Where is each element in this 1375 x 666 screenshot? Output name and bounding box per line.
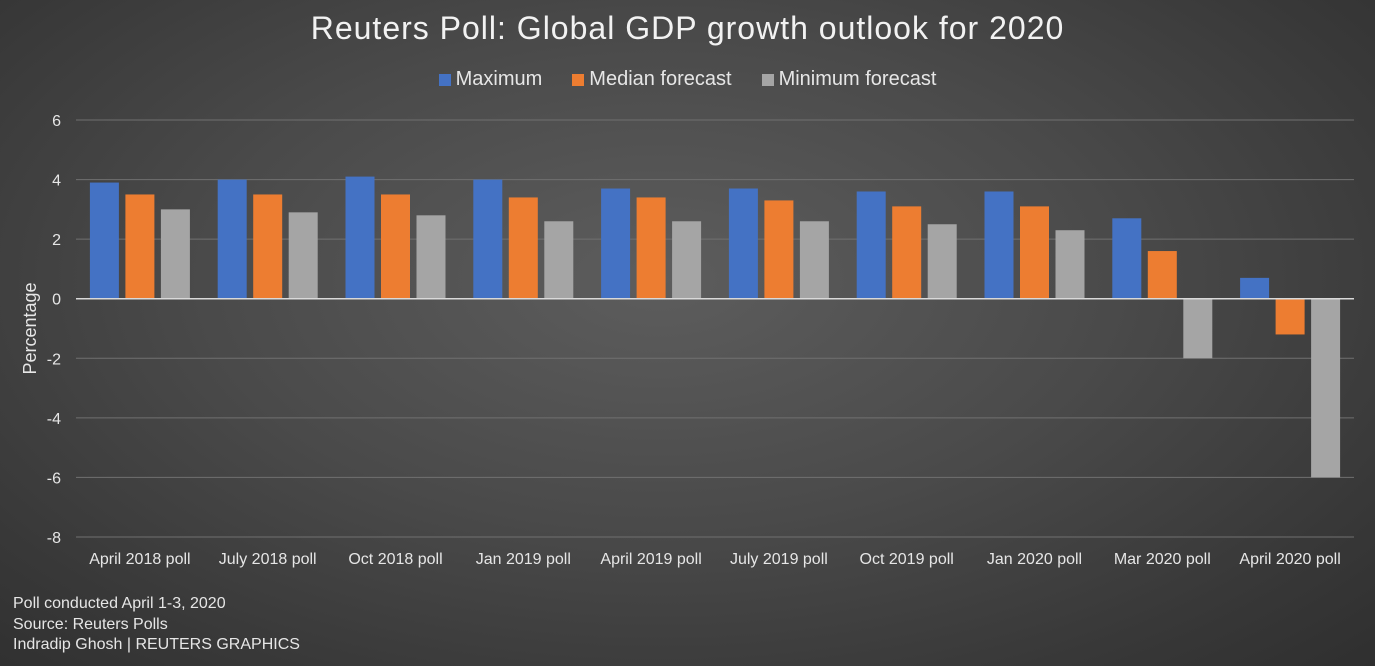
y-tick-label: -2	[47, 351, 61, 368]
bar-maximum-july-2019-poll	[728, 188, 758, 299]
bar-minimum-forecast-july-2018-poll	[288, 212, 318, 299]
bar-maximum-april-2019-poll	[601, 188, 631, 299]
bar-maximum-april-2018-poll	[89, 182, 119, 299]
bar-maximum-jan-2019-poll	[473, 179, 503, 299]
legend-label-maximum: Maximum	[455, 68, 543, 90]
bar-median-forecast-april-2020-poll	[1275, 298, 1305, 335]
x-tick-label: Mar 2020 poll	[1114, 551, 1211, 568]
source-note: Source: Reuters Polls	[13, 615, 168, 633]
y-tick-label: 0	[52, 292, 61, 309]
bar-maximum-mar-2020-poll	[1112, 218, 1142, 299]
bar-median-forecast-jan-2019-poll	[508, 197, 538, 299]
legend-item-median: Median forecast	[572, 68, 732, 91]
bar-minimum-forecast-april-2018-poll	[160, 209, 190, 299]
legend-swatch-median	[572, 73, 585, 86]
x-tick-label: July 2018 poll	[219, 551, 317, 568]
bar-minimum-forecast-april-2019-poll	[672, 221, 702, 299]
y-tick-label: -8	[47, 530, 61, 547]
y-axis-label: Percentage	[20, 282, 40, 374]
x-tick-label: Oct 2018 poll	[348, 551, 442, 568]
bar-median-forecast-april-2019-poll	[636, 197, 666, 299]
bar-minimum-forecast-jan-2019-poll	[544, 221, 574, 299]
bar-minimum-forecast-oct-2019-poll	[927, 224, 957, 299]
legend: Maximum Median forecast Minimum forecast	[0, 68, 1375, 91]
x-tick-label: April 2018 poll	[89, 551, 190, 568]
bar-maximum-july-2018-poll	[217, 179, 247, 299]
bar-minimum-forecast-july-2019-poll	[799, 221, 829, 299]
bar-median-forecast-july-2018-poll	[253, 194, 283, 299]
y-tick-label: -6	[47, 470, 61, 487]
y-tick-label: 6	[52, 113, 61, 130]
chart-title: Reuters Poll: Global GDP growth outlook …	[310, 10, 1065, 46]
bar-maximum-oct-2018-poll	[345, 176, 375, 299]
x-tick-label: April 2020 poll	[1239, 551, 1340, 568]
gridlines	[76, 119, 1354, 538]
bar-median-forecast-jan-2020-poll	[1020, 206, 1049, 299]
bar-median-forecast-july-2019-poll	[764, 200, 794, 299]
bar-minimum-forecast-jan-2020-poll	[1055, 230, 1085, 299]
bar-minimum-forecast-april-2020-poll	[1311, 298, 1341, 478]
y-tick-label: 2	[52, 232, 61, 249]
bar-median-forecast-april-2018-poll	[125, 194, 155, 299]
x-tick-label: Oct 2019 poll	[860, 551, 954, 568]
bar-median-forecast-oct-2018-poll	[381, 194, 410, 299]
x-tick-label: Jan 2020 poll	[987, 551, 1082, 568]
poll-date-note: Poll conducted April 1-3, 2020	[13, 595, 226, 612]
bar-median-forecast-mar-2020-poll	[1147, 251, 1177, 299]
bar-maximum-jan-2020-poll	[984, 191, 1014, 299]
bar-maximum-april-2020-poll	[1240, 277, 1270, 299]
bar-median-forecast-oct-2019-poll	[892, 206, 922, 299]
y-tick-labels: 6 4 2 0 -2 -4 -6 -8	[47, 113, 61, 547]
chart-notes: Poll conducted April 1-3, 2020 Source: R…	[13, 594, 300, 656]
credit-note: Indradip Ghosh | REUTERS GRAPHICS	[13, 636, 300, 653]
legend-label-median: Median forecast	[589, 68, 732, 90]
legend-label-minimum: Minimum forecast	[778, 68, 937, 90]
bar-minimum-forecast-oct-2018-poll	[416, 215, 446, 299]
x-tick-label: April 2019 poll	[600, 551, 701, 568]
bar-maximum-oct-2019-poll	[856, 191, 886, 299]
bars	[89, 176, 1341, 478]
y-tick-label: 4	[52, 173, 61, 190]
y-tick-label: -4	[47, 411, 61, 428]
x-tick-label: Jan 2019 poll	[476, 551, 571, 568]
legend-swatch-maximum	[438, 73, 451, 86]
legend-item-maximum: Maximum	[438, 68, 543, 91]
bar-minimum-forecast-mar-2020-poll	[1183, 298, 1213, 359]
x-tick-label: July 2019 poll	[730, 551, 828, 568]
x-tick-labels: April 2018 poll July 2018 poll Oct 2018 po…	[89, 551, 1341, 568]
legend-item-minimum: Minimum forecast	[761, 68, 937, 91]
legend-swatch-minimum	[761, 73, 774, 86]
